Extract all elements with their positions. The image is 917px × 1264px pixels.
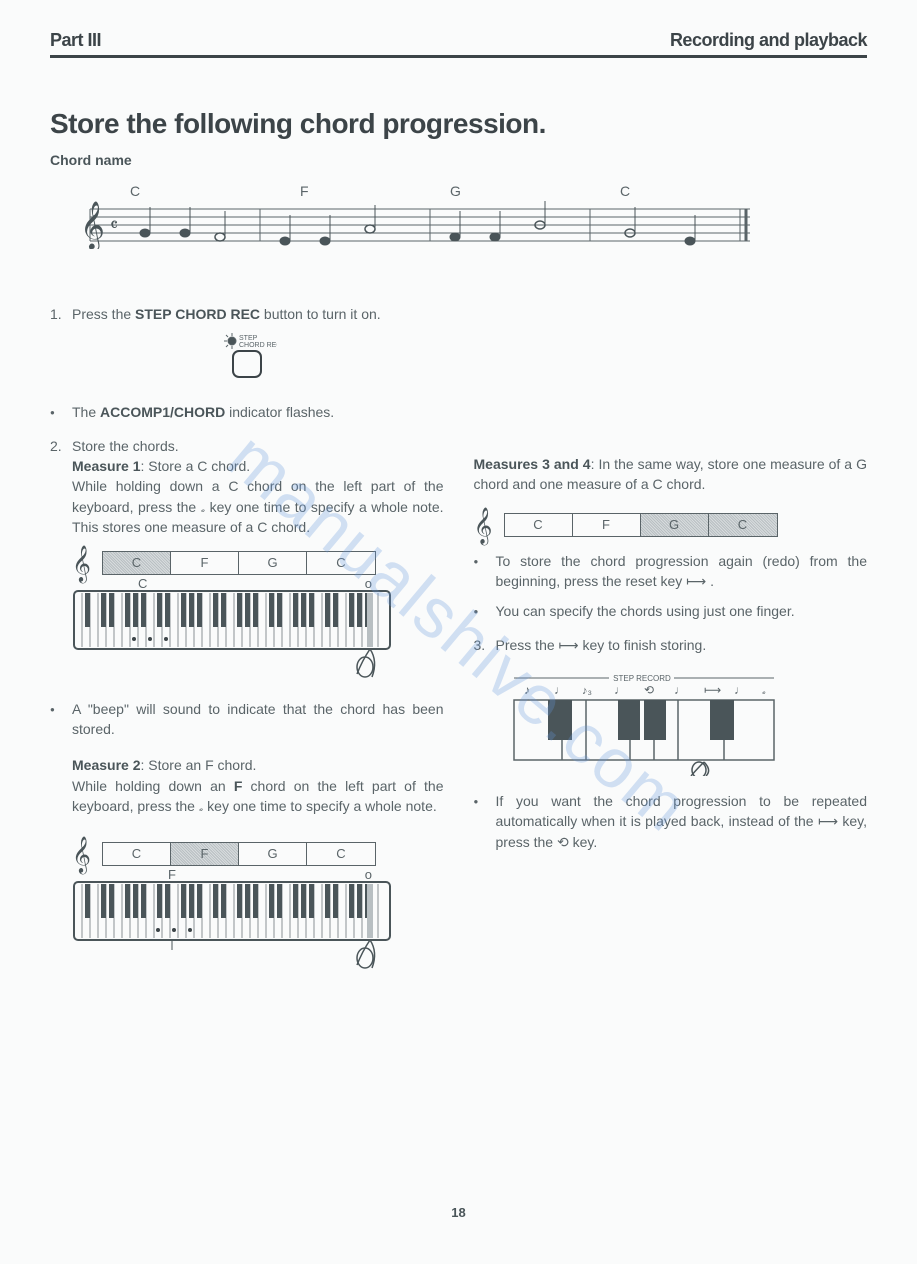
svg-text:⟼: ⟼ <box>704 683 721 697</box>
keyboard-m1: C o <box>72 589 392 684</box>
left-column: 1. Press the STEP CHORD REC button to tu… <box>50 304 444 989</box>
main-staff: 𝄞 𝄴 <box>50 201 867 254</box>
chord-strip-m2: 𝄞 C F G C <box>50 842 444 866</box>
chord-f: F <box>300 183 450 199</box>
step-chord-rec-icon: STEP CHORD REC <box>50 332 444 383</box>
section-label: Recording and playback <box>670 30 867 51</box>
svg-text:⟲: ⟲ <box>644 683 654 697</box>
svg-text:♩: ♩ <box>734 683 746 697</box>
step-2: 2. Store the chords. Measure 1: Store a … <box>50 436 444 537</box>
svg-text:𝅗: 𝅗 <box>762 683 766 697</box>
measures-3-4: Measures 3 and 4: In the same way, store… <box>474 454 868 495</box>
bullet-beep: A "beep" will sound to indicate that the… <box>50 699 444 740</box>
svg-text:𝄴: 𝄴 <box>110 215 118 235</box>
right-column: Measures 3 and 4: In the same way, store… <box>474 304 868 989</box>
svg-text:STEP: STEP <box>239 335 258 342</box>
chord-g: G <box>450 183 620 199</box>
chord-c2: C <box>620 183 630 199</box>
treble-icon: 𝄞 <box>72 844 102 864</box>
step-record-keys: STEP RECORD ♪ ♩ ♪₃ ♩ ⟲ ♩ ⟼ ♩ 𝅗 <box>504 666 868 781</box>
bullet-redo: To store the chord progression again (re… <box>474 551 868 592</box>
bullet-accomp: The ACCOMP1/CHORD indicator flashes. <box>50 402 444 422</box>
chord-name-label: Chord name <box>50 152 867 168</box>
treble-icon: 𝄞 <box>474 515 504 535</box>
svg-text:♩: ♩ <box>554 683 566 697</box>
keyboard-m2: F o <box>72 880 392 975</box>
svg-text:♪: ♪ <box>524 683 530 697</box>
svg-text:STEP RECORD: STEP RECORD <box>613 674 671 683</box>
part-label: Part III <box>50 30 101 51</box>
measure-2: Measure 2: Store an F chord. While holdi… <box>50 755 444 816</box>
chord-strip-m1: 𝄞 C F G C <box>50 551 444 575</box>
svg-text:CHORD REC: CHORD REC <box>239 342 277 349</box>
svg-text:𝄞: 𝄞 <box>80 201 105 249</box>
bullet-repeat: If you want the chord progression to be … <box>474 791 868 852</box>
rec-button-icon <box>232 350 262 378</box>
chord-strip-m34: 𝄞 C F G C <box>474 513 868 537</box>
page-number: 18 <box>451 1205 465 1220</box>
svg-text:♩: ♩ <box>674 683 686 697</box>
step-1: 1. Press the STEP CHORD REC button to tu… <box>50 304 444 324</box>
chord-labels-row: C F G C <box>50 183 867 199</box>
treble-icon: 𝄞 <box>72 553 102 573</box>
step-3: 3. Press the ⟼ key to finish storing. <box>474 635 868 655</box>
chord-c: C <box>130 183 300 199</box>
page-header: Part III Recording and playback <box>50 30 867 58</box>
bullet-onefinger: You can specify the chords using just on… <box>474 601 868 621</box>
main-title: Store the following chord progression. <box>50 108 867 140</box>
svg-text:♩: ♩ <box>614 683 626 697</box>
svg-text:♪₃: ♪₃ <box>582 685 592 697</box>
